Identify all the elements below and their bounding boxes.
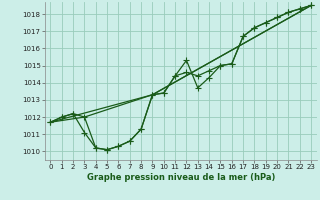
X-axis label: Graphe pression niveau de la mer (hPa): Graphe pression niveau de la mer (hPa): [87, 173, 275, 182]
